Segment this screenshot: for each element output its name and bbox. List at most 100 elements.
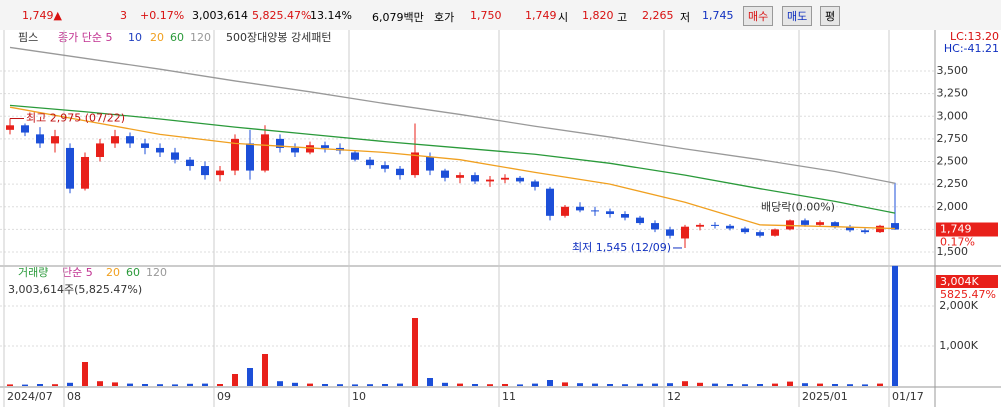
annotation: 배당락(0.00%) [761,200,835,213]
volume-bar [517,384,523,386]
volume-bar [487,384,493,386]
legend-ma: 120 [190,31,211,44]
candle-body [696,224,704,227]
volume-bar [262,354,268,386]
candle-body [651,223,659,230]
volume-bar [472,384,478,386]
volume-bar [577,383,583,386]
candle-body [351,152,359,160]
buy-button[interactable]: 매수 [743,6,774,26]
volume-bar [22,384,28,386]
volume-bar [247,368,253,386]
volume-bar [157,384,163,386]
volume-bar [67,382,73,386]
volume-bar [187,383,193,386]
sell-button[interactable]: 매도 [782,6,813,26]
legend-ma: 60 [170,31,184,44]
candle-body [81,156,89,189]
legend-name: 핌스 [18,31,38,44]
ma-line [9,104,896,214]
candle-body [186,159,194,167]
volume-bar [52,384,58,386]
turnover: 13.14% [310,9,352,22]
x-tick-label: 2025/01 [802,390,848,403]
candle-body [291,147,299,153]
x-tick-label: 11 [502,390,516,403]
volume-bar [367,384,373,386]
volume-bar [787,381,793,386]
candle-body [516,177,524,182]
candle-body [111,136,119,144]
volume-bar [37,384,43,386]
candle-body [501,177,509,180]
candle-body [891,223,899,230]
last-volume-box [936,275,998,288]
candle-body [606,211,614,215]
open: 1,820 [582,9,614,22]
candle-body [666,229,674,236]
annotation: 최고 2,975 (07/22) [26,112,125,125]
volume-ma: 60 [126,266,140,279]
last-price: 1,749 [940,223,972,236]
volume-bar [817,383,823,386]
candle-body [381,165,389,169]
y-tick-label: 1,500 [937,245,969,258]
chart: 핌스 종가 단순 5 10 20 60 120 500장대양봉 강세패턴 LC:… [0,30,1001,407]
volume-bar [307,383,313,386]
volume-ma: 120 [146,266,167,279]
volume-bar [727,384,733,386]
candle-body [126,136,134,144]
volume-bar [97,381,103,386]
candle-body [231,138,239,171]
volume-bar [637,383,643,386]
volume-bar [622,384,628,386]
volume-bar [277,381,283,386]
low: 1,745 [702,9,734,22]
candle-body [546,188,554,216]
volume-bar [382,384,388,386]
volume-bar [502,384,508,386]
volume-bar [652,383,658,386]
volume-bar [412,318,418,386]
volume-bar [832,384,838,386]
volume-bar [682,381,688,386]
avg-button[interactable]: 평 [820,6,841,26]
volume-bar [127,383,133,386]
volume-bar [202,383,208,386]
candle-body [471,175,479,182]
y-tick-label: 2,500 [937,155,969,168]
candle-body [726,225,734,229]
candle-body [21,125,29,133]
x-tick-label: 12 [667,390,681,403]
candle-body [846,226,854,231]
y-tick-label: 2,000 [937,200,969,213]
y-tick-label: 3,250 [937,87,969,100]
candle-body [426,156,434,171]
high: 2,265 [642,9,674,22]
ask: 1,750 [470,9,502,22]
volume-bar [547,380,553,386]
quote-bar: 1,749▲ 3 +0.17% 3,003,614 5,825.47% 13.1… [0,0,1001,31]
last-volume-pct: 5825.47% [940,288,996,301]
volume-bar [142,384,148,386]
candle-body [306,145,314,153]
x-tick-label: 10 [352,390,366,403]
candle-body [156,147,164,153]
candle-body [681,226,689,239]
volume-bar [112,382,118,386]
volume: 3,003,614 [192,9,248,22]
y-tick-label: 2,250 [937,177,969,190]
hc: HC:-41.21 [944,42,999,55]
candle-body [96,143,104,157]
volume-bar [217,384,223,386]
volume-bar [862,384,868,386]
bid-label: 호가 [434,11,455,24]
volume-bar [532,383,538,386]
volume-bar [232,374,238,386]
volume-bar [562,382,568,386]
ma-line [9,106,896,230]
candle-body [591,210,599,212]
last-volume: 3,004K [940,275,979,288]
candle-body [621,214,629,218]
volume-ma: 단순 5 [62,266,93,279]
